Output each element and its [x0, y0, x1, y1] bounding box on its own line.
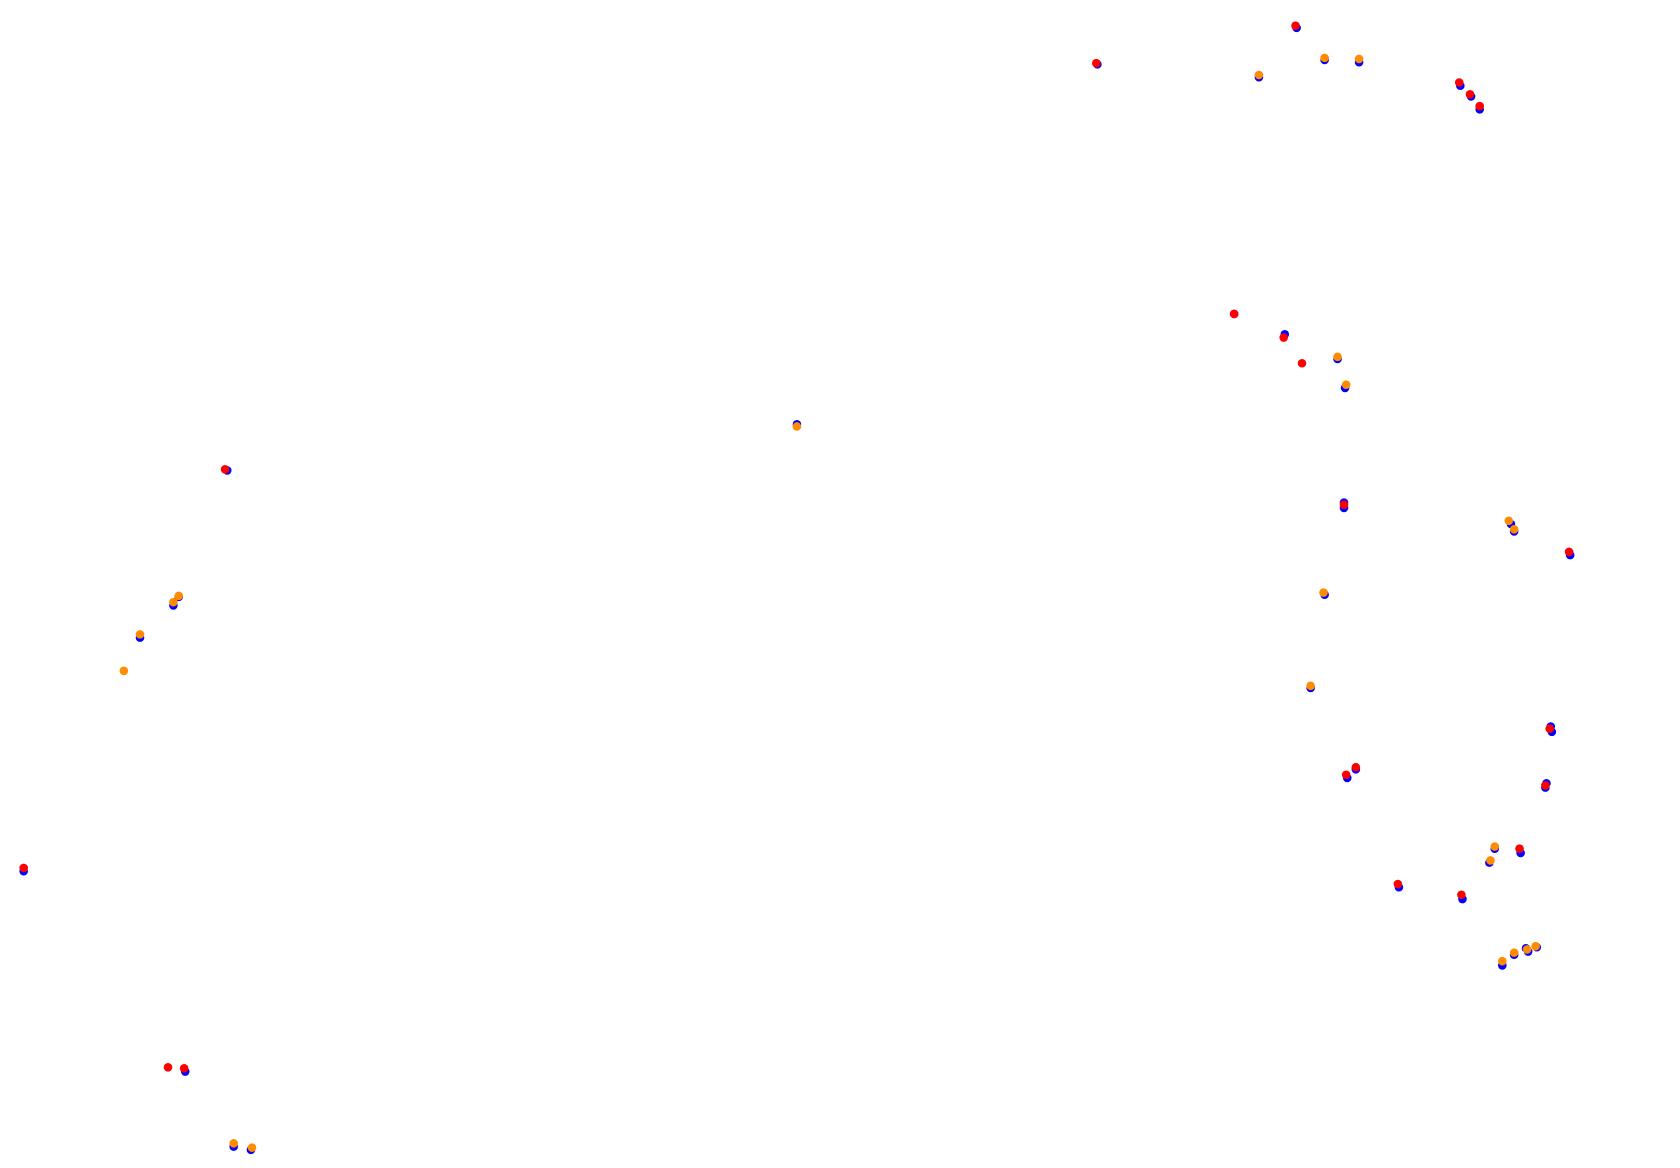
point: [1486, 856, 1495, 865]
point: [1475, 101, 1484, 111]
point: [1465, 89, 1475, 99]
point: [1092, 58, 1101, 68]
point: [1333, 352, 1342, 362]
point: [1509, 525, 1519, 534]
point: [1279, 333, 1288, 342]
point: [1339, 500, 1349, 510]
point: [1393, 879, 1403, 889]
point: [792, 422, 802, 431]
point: [1306, 681, 1315, 691]
point: [1229, 309, 1239, 319]
point: [1545, 724, 1554, 733]
point: [1457, 890, 1466, 900]
point: [1297, 358, 1307, 368]
point: [1522, 945, 1532, 954]
point: [1254, 70, 1264, 80]
point: [1320, 53, 1329, 63]
point: [1490, 842, 1500, 851]
point: [1509, 948, 1519, 957]
point: [119, 666, 129, 676]
point: [163, 1062, 173, 1072]
point: [1341, 770, 1351, 780]
point: [1504, 516, 1514, 526]
point: [1354, 54, 1364, 64]
point: [1291, 21, 1300, 31]
point: [247, 1143, 257, 1152]
point: [1351, 762, 1361, 772]
point: [220, 465, 230, 474]
point: [174, 591, 184, 601]
point: [1498, 956, 1507, 966]
point: [1319, 588, 1328, 597]
point: [1531, 941, 1540, 951]
point: [1341, 380, 1351, 389]
point: [169, 597, 178, 607]
point: [1515, 844, 1524, 853]
point: [229, 1139, 238, 1148]
point: [1564, 547, 1574, 557]
point: [135, 630, 145, 639]
point: [19, 863, 28, 873]
point: [1541, 781, 1550, 790]
point: [179, 1064, 189, 1073]
point: [1454, 78, 1464, 87]
